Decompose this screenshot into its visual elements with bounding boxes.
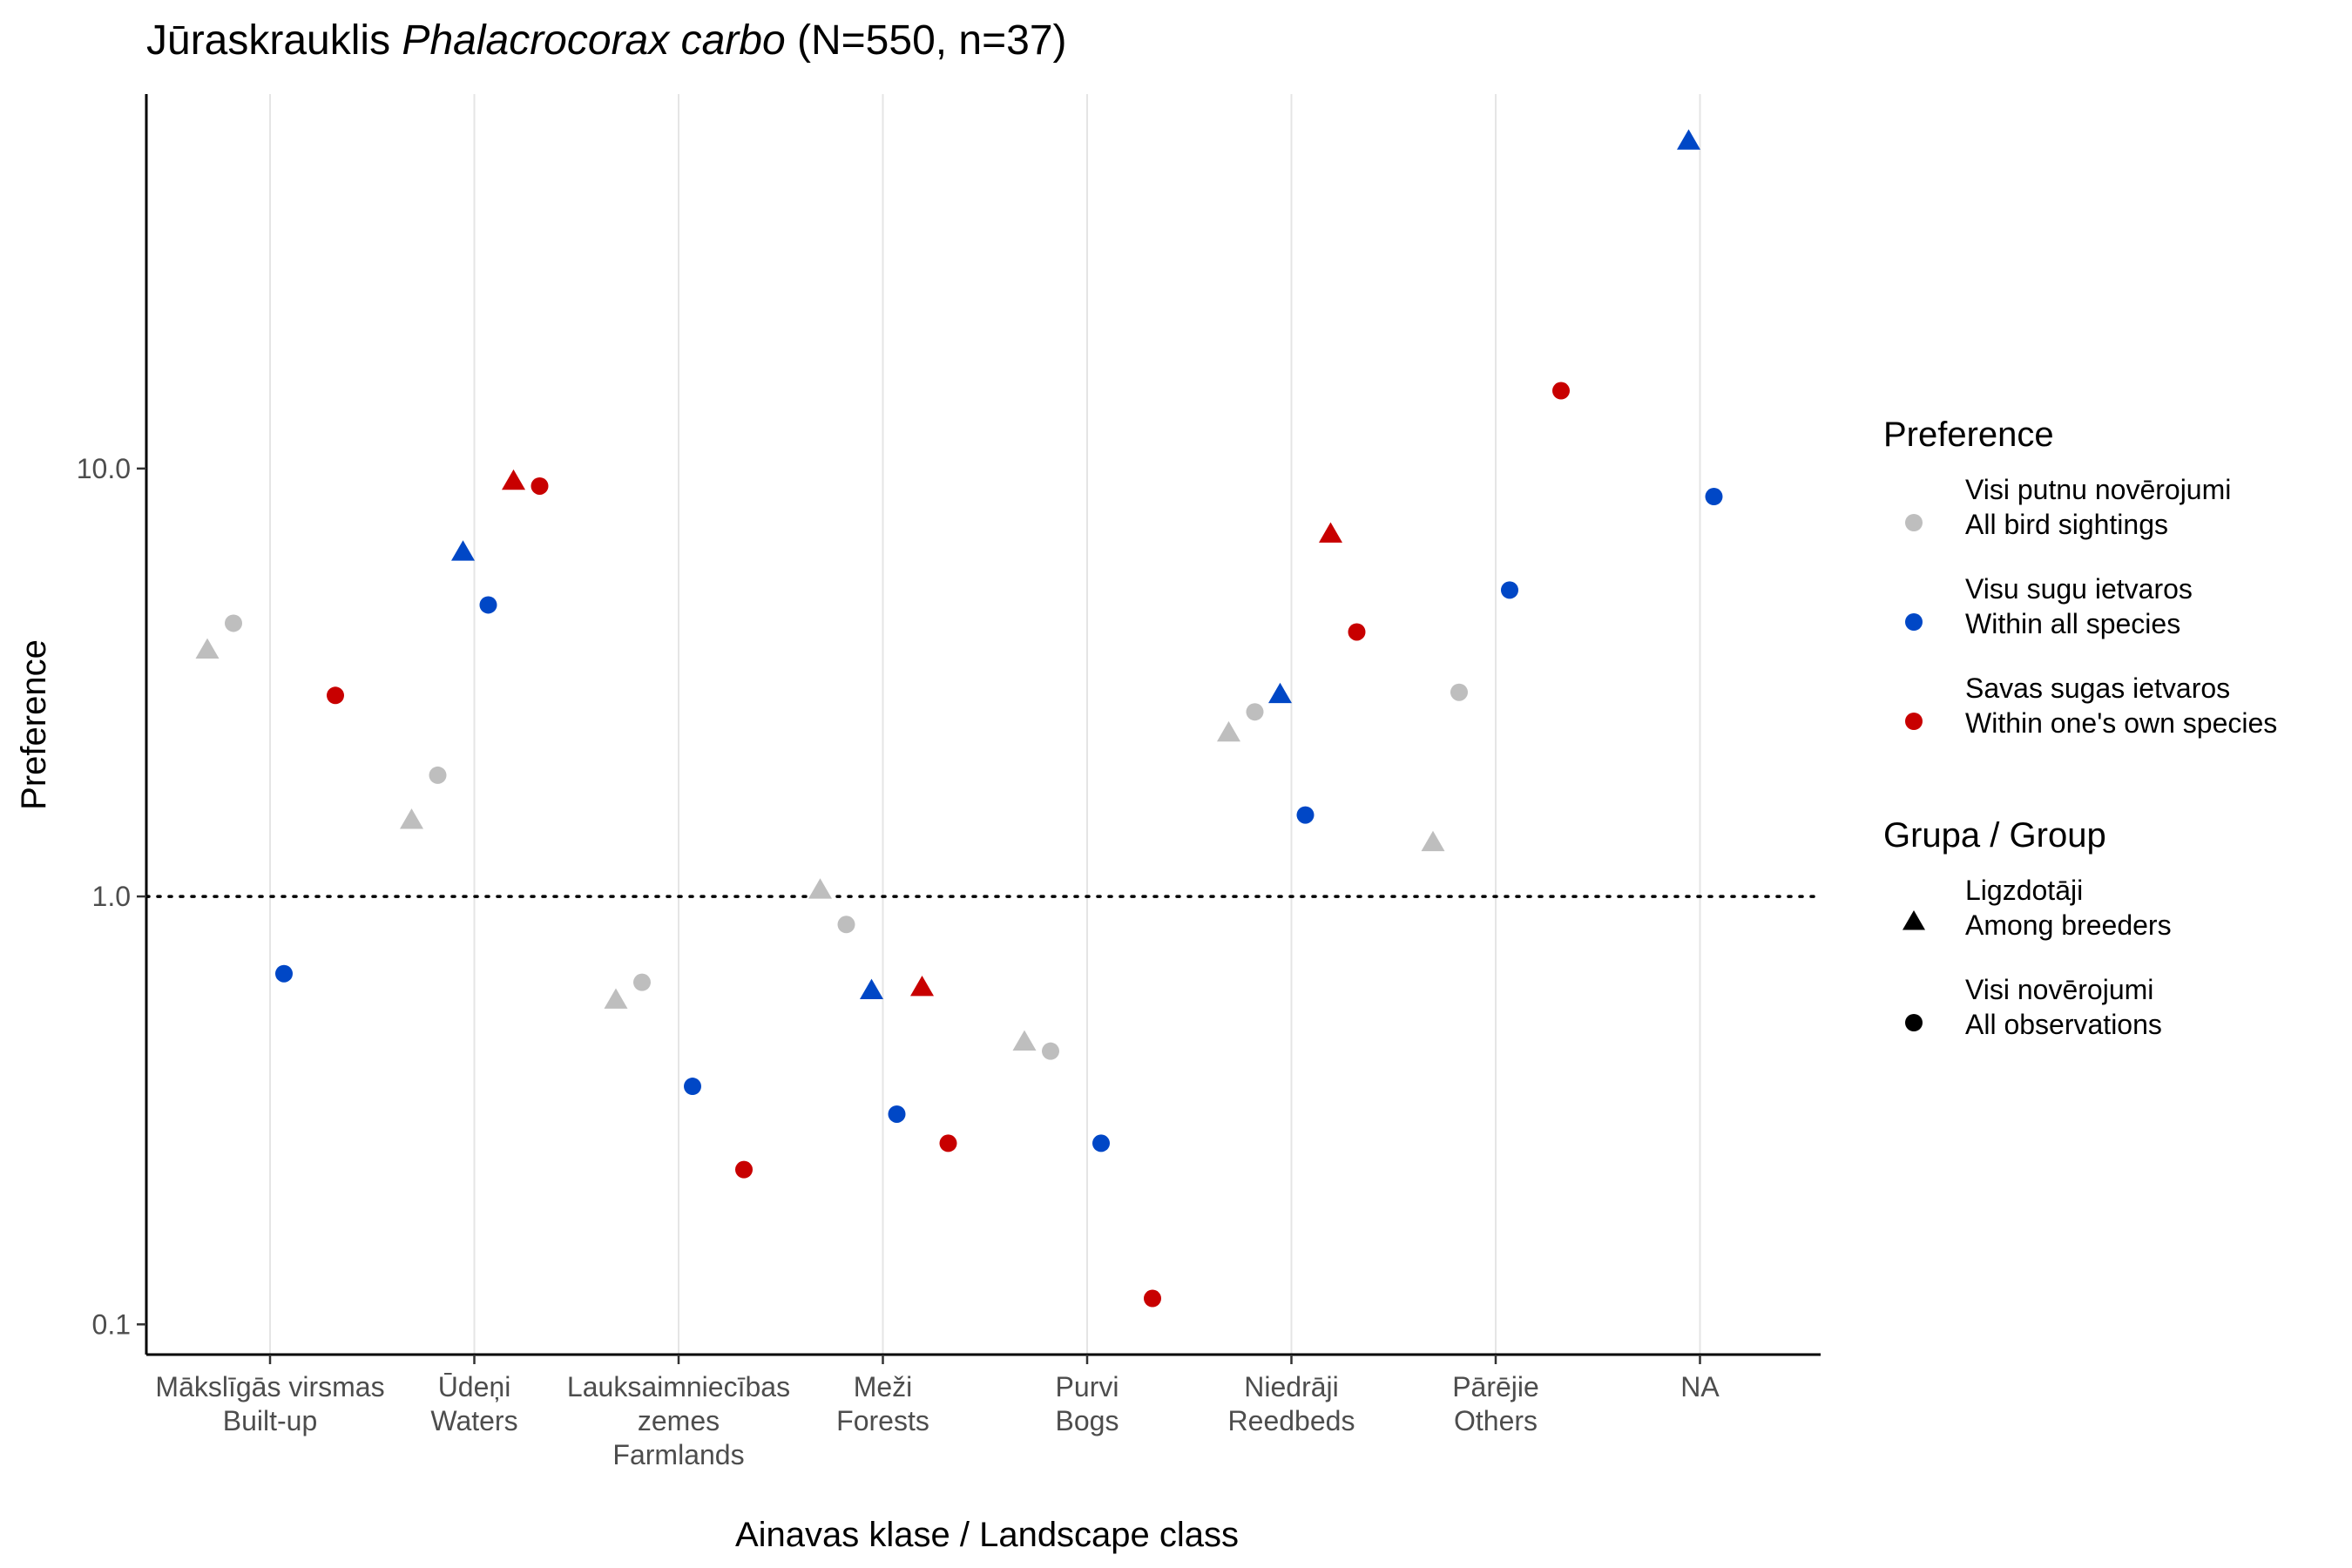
x-tick-label-line: Forests bbox=[836, 1405, 929, 1436]
x-tick-label: Purvi Bogs bbox=[1056, 1371, 1119, 1436]
point-circle-within_all bbox=[275, 964, 293, 983]
legend-label-line: Among breeders bbox=[1965, 909, 2172, 941]
x-tick-label-line: Bogs bbox=[1056, 1405, 1119, 1436]
legend-title-preference: Preference bbox=[1883, 416, 2054, 454]
legend-label-line: Visu sugu ietvaros bbox=[1965, 573, 2193, 605]
axes-layer bbox=[137, 94, 1821, 1364]
x-tick-label-line: zemes bbox=[638, 1405, 720, 1436]
x-tick-label-line: Reedbeds bbox=[1228, 1405, 1355, 1436]
points-layer bbox=[195, 129, 1723, 1308]
legend-key-within_all bbox=[1905, 613, 1923, 631]
point-circle-all_sightings bbox=[633, 973, 651, 991]
point-circle-within_all bbox=[1705, 488, 1723, 506]
y-axis-title: Preference bbox=[15, 639, 53, 810]
point-circle-within_own bbox=[939, 1134, 957, 1152]
point-circle-within_all bbox=[1092, 1134, 1110, 1152]
point-circle-all_sightings bbox=[1450, 683, 1468, 701]
y-tick-labels: 0.1 1.0 10.0 bbox=[77, 453, 131, 1340]
point-triangle-within_all bbox=[1268, 682, 1292, 704]
point-triangle-all_sightings bbox=[1421, 830, 1445, 852]
legend-key-all_sightings bbox=[1905, 514, 1923, 531]
point-triangle-all_sightings bbox=[604, 988, 628, 1009]
x-tick-label-line: Farmlands bbox=[612, 1439, 744, 1470]
x-tick-label: Lauksaimniecības zemes Farmlands bbox=[567, 1371, 790, 1470]
x-tick-label: Pārējie Others bbox=[1452, 1371, 1539, 1436]
point-circle-within_own bbox=[327, 686, 344, 705]
point-circle-all_sightings bbox=[429, 766, 447, 784]
legend-label-line: All bird sightings bbox=[1965, 509, 2168, 540]
x-tick-label: NA bbox=[1680, 1371, 1720, 1402]
x-tick-label-line: Mākslīgās virsmas bbox=[155, 1371, 384, 1402]
point-triangle-all_sightings bbox=[195, 638, 220, 659]
x-tick-label-line: Others bbox=[1454, 1405, 1538, 1436]
point-circle-within_all bbox=[684, 1078, 701, 1096]
point-triangle-within_all bbox=[1677, 129, 1700, 150]
y-tick-label: 10.0 bbox=[77, 453, 131, 484]
point-circle-within_own bbox=[1144, 1289, 1161, 1308]
point-triangle-within_all bbox=[451, 540, 475, 561]
point-circle-within_own bbox=[531, 476, 549, 495]
legend-label-within_own: Savas sugas ietvaros Within one's own spe… bbox=[1965, 672, 2277, 739]
x-tick-labels: Mākslīgās virsmas Built-up Ūdeņi Waters Lauk… bbox=[155, 1371, 1720, 1470]
point-circle-within_own bbox=[735, 1160, 753, 1179]
legend-label-line: Savas sugas ietvaros bbox=[1965, 672, 2230, 704]
y-tick-label: 1.0 bbox=[92, 881, 131, 912]
x-tick-label-line: Built-up bbox=[223, 1405, 318, 1436]
point-triangle-all_sightings bbox=[400, 808, 423, 829]
legend-key-all_obs bbox=[1905, 1014, 1923, 1031]
legend: Preference Visi putnu novērojumi All bird … bbox=[1883, 416, 2277, 1040]
x-tick-label-line: Lauksaimniecības bbox=[567, 1371, 790, 1402]
legend-label-all_sightings: Visi putnu novērojumi All bird sightings bbox=[1965, 474, 2231, 540]
legend-label-breeders: Ligzdotāji Among breeders bbox=[1965, 875, 2172, 941]
x-tick-label: Meži Forests bbox=[836, 1371, 929, 1436]
legend-label-line: Visi novērojumi bbox=[1965, 974, 2153, 1005]
x-tick-label-line: Ūdeņi bbox=[438, 1371, 511, 1402]
point-circle-within_all bbox=[479, 596, 497, 614]
legend-label-all_obs: Visi novērojumi All observations bbox=[1965, 974, 2162, 1040]
legend-label-line: Within all species bbox=[1965, 608, 2180, 639]
x-tick-label-line: Waters bbox=[430, 1405, 517, 1436]
point-circle-all_sightings bbox=[1246, 703, 1264, 721]
legend-label-within_all: Visu sugu ietvaros Within all species bbox=[1965, 573, 2193, 639]
point-circle-within_own bbox=[1552, 382, 1570, 400]
x-tick-label: Mākslīgās virsmas Built-up bbox=[155, 1371, 384, 1436]
point-circle-within_all bbox=[1296, 806, 1315, 824]
point-circle-within_all bbox=[888, 1105, 906, 1123]
x-tick-label: Ūdeņi Waters bbox=[430, 1371, 517, 1436]
point-triangle-all_sightings bbox=[808, 878, 832, 899]
legend-title-group: Grupa / Group bbox=[1883, 816, 2106, 855]
title-species: Phalacrocorax carbo bbox=[402, 17, 785, 64]
x-tick-label-line: NA bbox=[1680, 1371, 1720, 1402]
point-circle-all_sightings bbox=[837, 916, 855, 934]
legend-label-line: All observations bbox=[1965, 1009, 2162, 1040]
legend-key-breeders bbox=[1903, 910, 1925, 930]
point-triangle-within_all bbox=[860, 978, 883, 999]
title-prefix: Jūraskrauklis bbox=[146, 17, 402, 64]
title-suffix: (N=550, n=37) bbox=[786, 17, 1067, 64]
x-tick-label-line: Niedrāji bbox=[1244, 1371, 1338, 1402]
x-tick-label-line: Meži bbox=[854, 1371, 913, 1402]
x-tick-label-line: Pārējie bbox=[1452, 1371, 1539, 1402]
point-circle-all_sightings bbox=[225, 614, 242, 632]
x-axis-title: Ainavas klase / Landscape class bbox=[735, 1516, 1239, 1554]
point-triangle-within_own bbox=[1319, 522, 1342, 543]
grid-layer bbox=[269, 94, 1701, 1355]
point-circle-all_sightings bbox=[1042, 1042, 1059, 1060]
chart-title: Jūraskrauklis Phalacrocorax carbo (N=550… bbox=[146, 17, 1067, 64]
x-tick-label: Niedrāji Reedbeds bbox=[1228, 1371, 1355, 1436]
legend-label-line: Visi putnu novērojumi bbox=[1965, 474, 2231, 505]
point-triangle-within_own bbox=[502, 469, 525, 490]
point-triangle-within_own bbox=[910, 976, 934, 997]
point-triangle-all_sightings bbox=[1012, 1030, 1037, 1051]
point-triangle-all_sightings bbox=[1217, 720, 1240, 742]
legend-label-line: Within one's own species bbox=[1965, 707, 2277, 739]
point-circle-within_own bbox=[1348, 623, 1366, 641]
point-circle-within_all bbox=[1501, 581, 1518, 599]
x-tick-label-line: Purvi bbox=[1056, 1371, 1119, 1402]
legend-key-within_own bbox=[1905, 713, 1923, 730]
y-tick-label: 0.1 bbox=[92, 1308, 131, 1340]
legend-label-line: Ligzdotāji bbox=[1965, 875, 2083, 906]
